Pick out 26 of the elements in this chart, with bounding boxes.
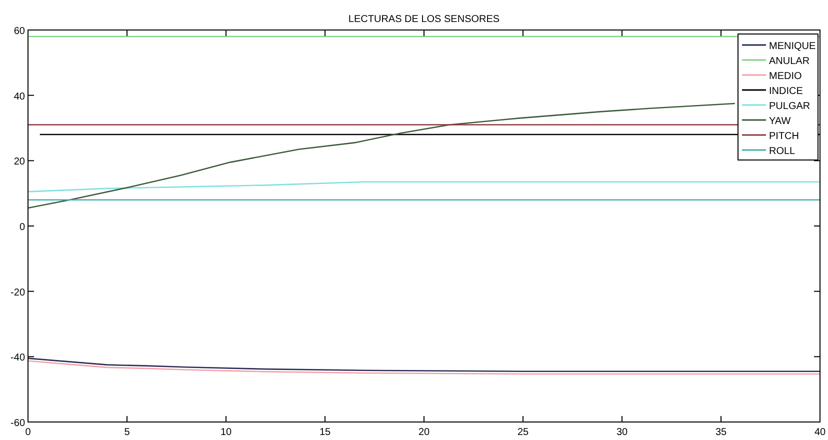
x-tick-label: 20 [418,427,430,438]
legend-label: PULGAR [769,101,810,112]
line-series [27,181,821,192]
x-tick-label: 35 [715,427,727,438]
y-tick-label: 20 [14,156,26,168]
x-tick-label: 25 [517,427,529,438]
y-tick-label: 60 [14,26,26,37]
x-tick-label: 30 [616,427,628,438]
y-tick-label: -20 [10,287,26,298]
y-tick-label: -60 [10,418,26,429]
chart-title: LECTURAS DE LOS SENSORES [348,14,500,25]
legend-label: PITCH [769,131,799,142]
x-tick-label: 10 [220,427,232,438]
x-tick-label: 40 [814,427,826,438]
legend-label: INDICE [769,86,804,97]
x-tick-label: 15 [319,427,331,438]
legend-label: ANULAR [769,56,810,67]
line-series [27,102,736,209]
legend-label: YAW [769,116,792,127]
legend-label: ROLL [769,146,796,157]
legend-label: MEDIO [769,71,802,82]
y-tick-label: -40 [10,352,26,364]
y-tick-label: 0 [19,222,26,233]
x-tick-label: 5 [124,427,130,438]
legend-label: MENIQUE [769,41,816,52]
y-tick-label: 40 [14,91,26,102]
